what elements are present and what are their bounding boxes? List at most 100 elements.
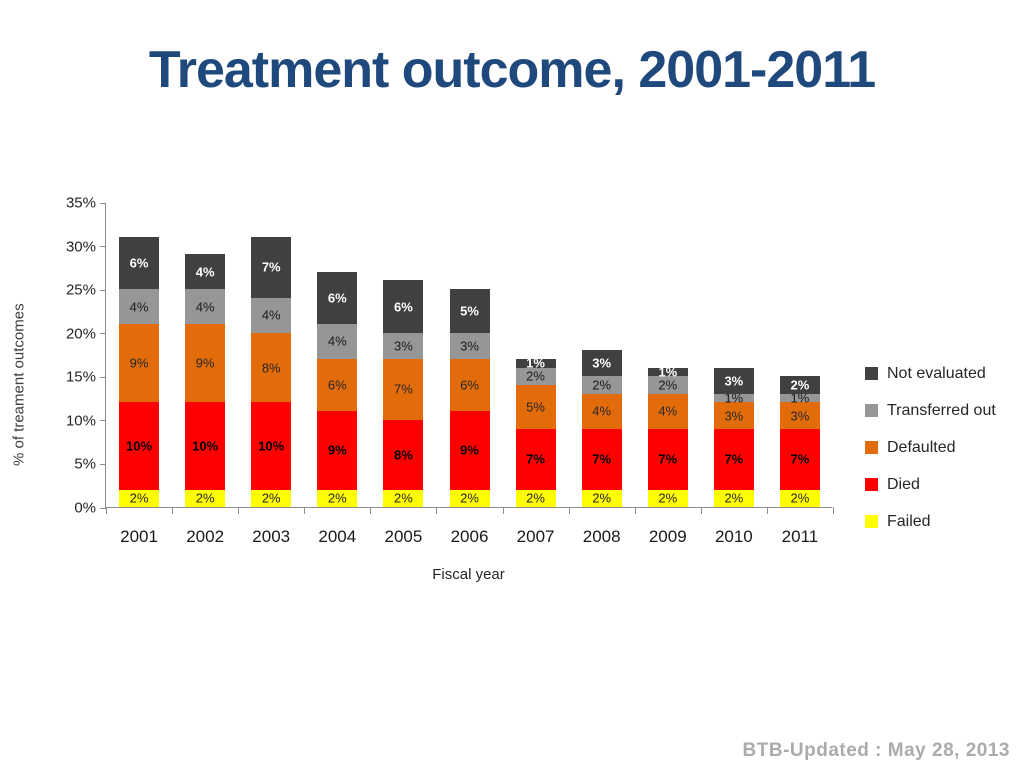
- bar-2011: 2% 7% 3% 1% 2%: [779, 203, 820, 507]
- bar-segment: 1%: [515, 357, 556, 370]
- bar-segment: 4%: [581, 393, 622, 429]
- legend-item: Transferred out: [865, 399, 996, 422]
- segment-label: 4%: [195, 264, 215, 280]
- x-tick-label: 2001: [120, 527, 158, 546]
- bar-segment: 6%: [317, 271, 358, 324]
- bar-segment: 10%: [251, 402, 292, 490]
- bar-2006: 2% 9% 6% 3% 5%: [449, 203, 490, 507]
- bar-segment: 6%: [317, 358, 358, 412]
- bar-segment: 9%: [185, 324, 226, 403]
- x-tick-label: 2008: [582, 527, 621, 546]
- legend-label: Died: [887, 475, 920, 493]
- legend-item: Failed: [865, 510, 996, 533]
- segment-label: 6%: [394, 299, 413, 315]
- segment-label: 7%: [526, 451, 545, 467]
- x-tick-label: 2006: [450, 527, 489, 546]
- segment-label: 10%: [192, 438, 219, 454]
- segment-label: 2%: [658, 490, 678, 506]
- x-tick-mark: [700, 507, 702, 514]
- legend-label: Failed: [887, 512, 931, 530]
- y-tick-mark: [100, 202, 106, 204]
- x-tick-mark: [502, 507, 504, 514]
- segment-label: 4%: [327, 333, 347, 349]
- bar-segment: 2%: [317, 489, 358, 507]
- y-tick-mark: [100, 420, 106, 422]
- segment-label: 2%: [790, 490, 810, 506]
- bar-segment: 2%: [119, 489, 160, 507]
- bar-segment: 3%: [383, 332, 424, 359]
- bar-segment: 9%: [119, 324, 160, 403]
- x-tick-mark: [172, 507, 174, 514]
- bar-2005: 2% 8% 7% 3% 6%: [383, 203, 424, 507]
- bar-2008: 2% 7% 4% 2% 3%: [581, 203, 622, 507]
- segment-label: 2%: [592, 490, 612, 506]
- y-tick-label: 10%: [65, 412, 96, 430]
- bar-segment: 2%: [713, 489, 754, 507]
- legend-label: Defaulted: [887, 438, 956, 456]
- segment-label: 4%: [195, 299, 215, 315]
- y-tick-label: 0%: [74, 499, 96, 517]
- x-tick-label: 2004: [318, 527, 357, 546]
- y-tick-mark: [100, 289, 106, 291]
- segment-label: 2%: [658, 377, 678, 393]
- segment-label: 5%: [460, 303, 479, 319]
- segment-label: 7%: [724, 451, 744, 467]
- bar-segment: 2%: [383, 489, 424, 507]
- legend-swatch: [865, 367, 878, 380]
- bar-segment: 3%: [713, 402, 754, 429]
- segment-label: 6%: [129, 255, 149, 271]
- segment-label: 10%: [126, 438, 153, 454]
- x-axis-label: Fiscal year: [432, 566, 505, 583]
- bar-segment: 3%: [581, 350, 622, 377]
- bar-segment: 4%: [185, 289, 226, 324]
- segment-label: 4%: [658, 403, 678, 419]
- segment-label: 7%: [592, 451, 612, 467]
- segment-label: 3%: [724, 408, 744, 423]
- bar-segment: 3%: [449, 332, 490, 359]
- segment-label: 2%: [394, 490, 413, 506]
- slide-title: Treatment outcome, 2001-2011: [148, 41, 876, 99]
- segment-label: 2%: [724, 490, 744, 506]
- bar-segment: 10%: [119, 402, 160, 490]
- bar-2010: 2% 7% 3% 1% 3%: [713, 203, 754, 507]
- segment-label: 3%: [592, 355, 612, 371]
- bar-2004: 2% 9% 6% 4% 6%: [317, 203, 358, 507]
- bar-segment: 2%: [581, 489, 622, 507]
- segment-label: 6%: [327, 290, 347, 306]
- y-tick-label: 25%: [65, 281, 96, 299]
- bar-segment: 3%: [779, 402, 820, 429]
- x-tick-mark: [833, 507, 834, 514]
- segment-label: 7%: [658, 451, 678, 467]
- bar-segment: 1%: [779, 392, 820, 405]
- legend-swatch: [865, 478, 878, 491]
- bar-segment: 10%: [185, 402, 226, 490]
- legend-swatch: [865, 404, 878, 417]
- x-tick-mark: [238, 507, 240, 514]
- bar-segment: 8%: [251, 332, 292, 403]
- segment-label: 4%: [129, 299, 149, 315]
- bar-segment: 6%: [449, 358, 490, 412]
- x-tick-mark: [634, 507, 636, 514]
- bar-segment: 5%: [449, 289, 490, 333]
- bar-segment: 4%: [185, 254, 226, 290]
- legend-label: Transferred out: [887, 401, 996, 419]
- legend-item: Not evaluated: [865, 362, 996, 385]
- y-tick-mark: [100, 376, 106, 378]
- bar-segment: 3%: [713, 367, 754, 394]
- legend-swatch: [865, 515, 878, 528]
- bar-segment: 6%: [119, 236, 160, 290]
- bar-segment: 2%: [515, 489, 556, 507]
- segment-label: 2%: [592, 377, 612, 393]
- segment-label: 9%: [195, 355, 215, 371]
- bar-segment: 2%: [779, 489, 820, 507]
- legend-item: Died: [865, 473, 996, 496]
- x-tick-label: 2009: [648, 527, 687, 546]
- x-tick-mark: [568, 507, 570, 514]
- legend-label: Not evaluated: [887, 364, 986, 382]
- y-tick-label: 20%: [65, 325, 96, 343]
- segment-label: 6%: [460, 377, 479, 393]
- segment-label: 7%: [790, 451, 810, 467]
- bar-segment: 2%: [251, 489, 292, 507]
- bar-segment: 4%: [647, 393, 688, 429]
- bar-segment: 7%: [383, 358, 424, 420]
